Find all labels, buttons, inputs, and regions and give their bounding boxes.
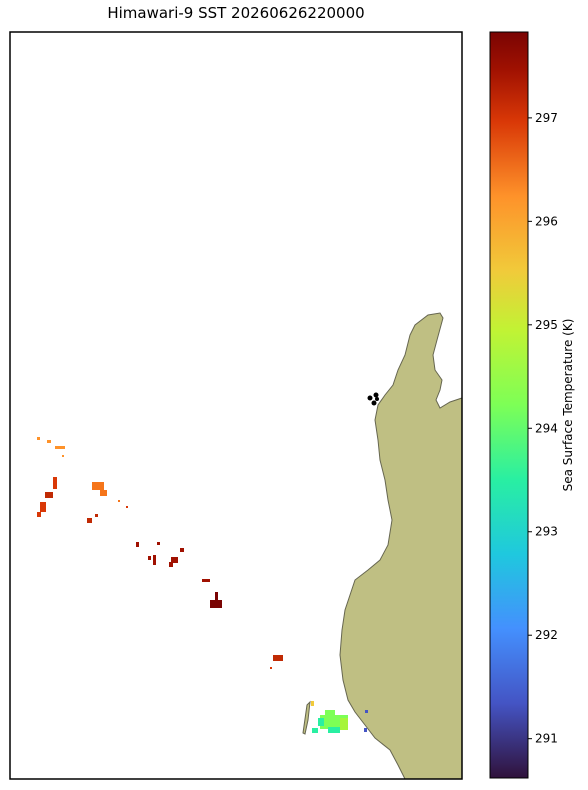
- map-panel: [9, 31, 463, 780]
- colorbar-tick-label: 293: [535, 525, 558, 539]
- colorbar-tick-label: 291: [535, 732, 558, 746]
- colorbar-tick-label: 296: [535, 214, 558, 228]
- map-frame: [9, 31, 463, 780]
- land: [339, 312, 463, 780]
- map-title: Himawari-9 SST 20260626220000: [107, 4, 364, 22]
- colorbar-tick-label: 295: [535, 318, 558, 332]
- sst-pixels: [37, 437, 368, 733]
- colorbar-gradient: [489, 31, 529, 779]
- city-markers: [367, 392, 379, 406]
- colorbar-tick-label: 294: [535, 421, 558, 435]
- island: [302, 700, 311, 735]
- colorbar-tick-label: 297: [535, 111, 558, 125]
- colorbar: Sea Surface Temperature (K) 291 292 293 294…: [489, 31, 575, 779]
- colorbar-label: Sea Surface Temperature (K): [561, 319, 575, 492]
- colorbar-tick-label: 292: [535, 628, 558, 642]
